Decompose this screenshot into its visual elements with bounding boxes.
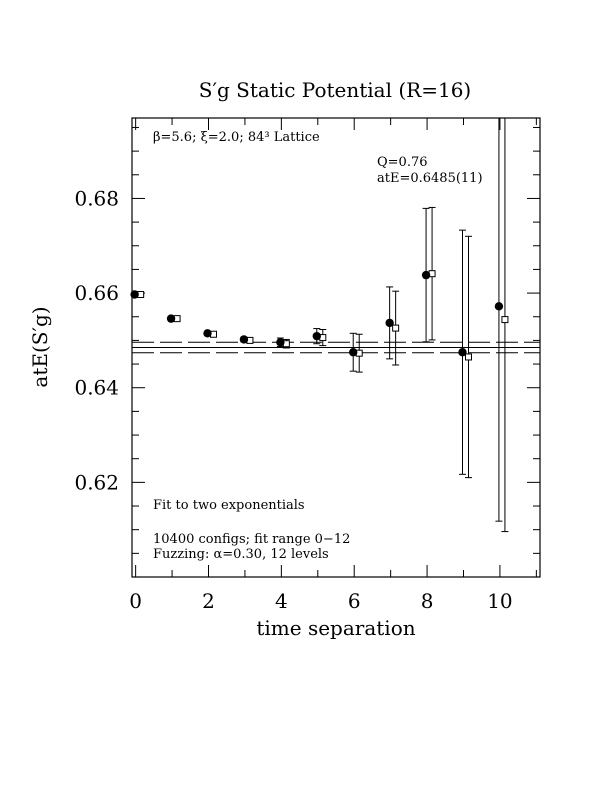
tick-marks bbox=[132, 118, 540, 578]
y-tick-label: 0.66 bbox=[74, 281, 119, 305]
series-filled-circles bbox=[130, 118, 504, 522]
data-point-circle bbox=[276, 338, 285, 347]
data-point-circle bbox=[349, 348, 358, 357]
data-point-circle bbox=[239, 335, 249, 344]
x-tick-label: 6 bbox=[348, 589, 361, 613]
x-tick-labels: 0 2 4 6 8 10 bbox=[129, 589, 512, 613]
fuzzing-note: Fuzzing: α=0.30, 12 levels bbox=[153, 547, 329, 562]
y-tick-label: 0.64 bbox=[74, 376, 119, 400]
fit-lines bbox=[132, 341, 540, 354]
data-point-square bbox=[501, 316, 509, 324]
x-tick-label: 8 bbox=[421, 589, 434, 613]
y-tick-label: 0.62 bbox=[74, 470, 119, 494]
data-point-circle bbox=[130, 290, 139, 299]
x-axis-label: time separation bbox=[256, 616, 415, 640]
data-point-circle bbox=[458, 348, 467, 357]
data-point-square bbox=[465, 353, 472, 361]
y-tick-labels: 0.62 0.64 0.66 0.68 bbox=[74, 186, 119, 494]
q-value-annotation: Q=0.76 bbox=[377, 155, 428, 170]
data-point-circle bbox=[421, 270, 431, 280]
configs-note: 10400 configs; fit range 0−12 bbox=[153, 532, 350, 547]
x-tick-label: 2 bbox=[202, 589, 215, 613]
x-tick-label: 10 bbox=[487, 589, 512, 613]
x-tick-label: 0 bbox=[129, 589, 142, 613]
y-axis-label: atE(S′g) bbox=[28, 306, 52, 387]
energy-annotation: atE=0.6485(11) bbox=[377, 171, 483, 186]
data-point-circle bbox=[312, 331, 321, 341]
data-point-square bbox=[392, 324, 400, 332]
data-point-circle bbox=[203, 329, 212, 338]
data-point-circle bbox=[385, 318, 394, 328]
x-tick-label: 4 bbox=[275, 589, 288, 613]
data-point-circle bbox=[166, 314, 176, 323]
fit-note: Fit to two exponentials bbox=[153, 498, 305, 513]
data-point-circle bbox=[494, 302, 504, 311]
chart-title: S′g Static Potential (R=16) bbox=[199, 78, 471, 102]
y-tick-label: 0.68 bbox=[74, 186, 119, 210]
lattice-annotation: β=5.6; ξ=2.0; 84³ Lattice bbox=[153, 130, 320, 145]
